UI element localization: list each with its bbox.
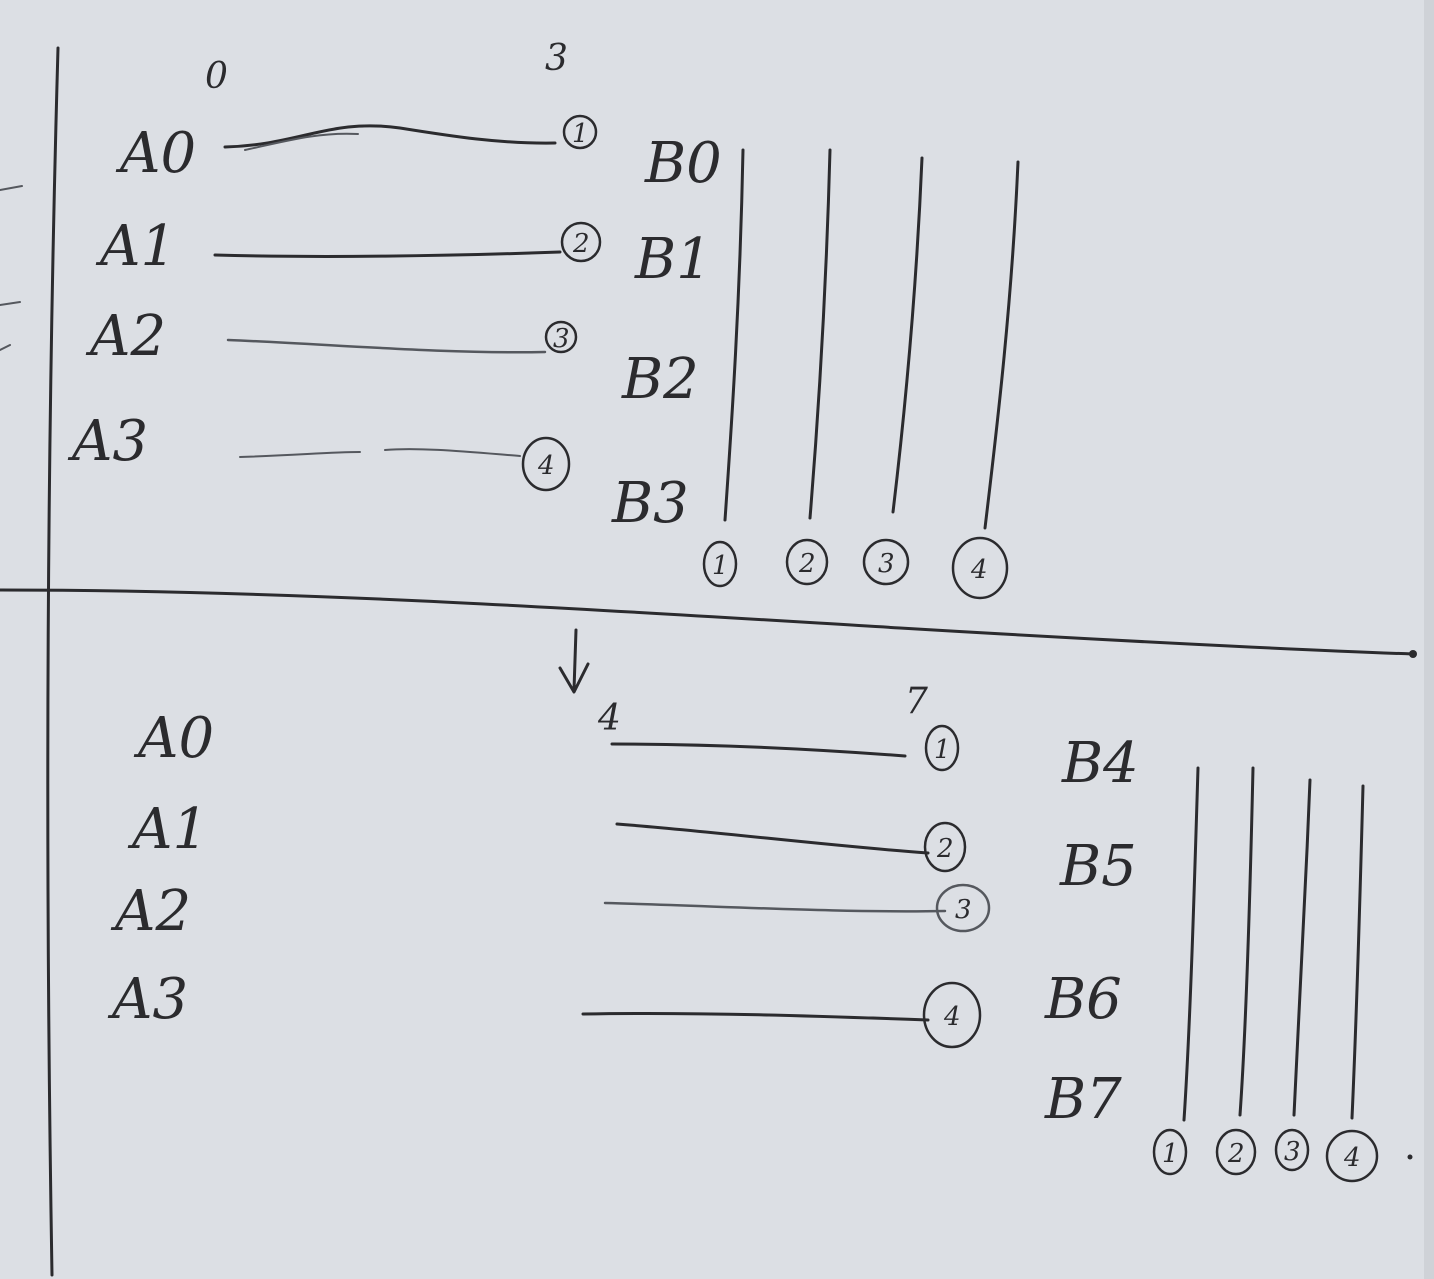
top-column-circle: 2 xyxy=(785,538,829,586)
bottom-column-line xyxy=(1350,784,1365,1120)
svg-text:4: 4 xyxy=(537,451,555,481)
top-column-circle: 1 xyxy=(702,540,738,588)
svg-text:3: 3 xyxy=(955,895,972,925)
bottom-column-circle: 1 xyxy=(1152,1128,1188,1176)
bottom-b-label: B7 xyxy=(1044,1067,1122,1132)
top-row-line xyxy=(223,124,557,149)
svg-text:2: 2 xyxy=(572,229,590,259)
edge-marks xyxy=(0,185,23,351)
bottom-a-label: A0 xyxy=(133,706,214,771)
top-row-line xyxy=(226,338,547,354)
trailing-dot xyxy=(1407,1154,1413,1160)
svg-text:4: 4 xyxy=(943,1002,961,1032)
top-column-circle: 3 xyxy=(862,538,910,586)
down-arrow xyxy=(558,628,590,694)
bottom-row-line xyxy=(581,1011,930,1022)
svg-text:4: 4 xyxy=(1343,1143,1361,1173)
svg-text:3: 3 xyxy=(553,324,570,354)
svg-text:1: 1 xyxy=(1162,1139,1179,1169)
bottom-column-circle: 4 xyxy=(1325,1129,1379,1183)
top-row-circle: 4 xyxy=(521,436,571,492)
svg-text:3: 3 xyxy=(878,549,895,579)
bottom-row-circle: 3 xyxy=(935,883,991,933)
top-b-label: B3 xyxy=(611,471,689,536)
svg-text:2: 2 xyxy=(1227,1139,1245,1169)
top-b-label: B0 xyxy=(644,131,722,196)
top-column-line xyxy=(808,148,832,520)
svg-text:4: 4 xyxy=(970,555,988,585)
bottom-row-circle: 1 xyxy=(924,724,960,772)
bottom-start-tick: 4 xyxy=(597,698,621,739)
top-a-label: A1 xyxy=(95,214,176,279)
bottom-column-circle: 3 xyxy=(1274,1128,1310,1172)
top-row-line-faint xyxy=(239,448,521,458)
top-b-label: B2 xyxy=(621,347,699,412)
top-b-label: B1 xyxy=(634,227,712,292)
svg-text:1: 1 xyxy=(712,551,729,581)
bottom-row-circle: 2 xyxy=(923,821,967,873)
bottom-row-circle: 4 xyxy=(922,981,982,1049)
top-column-circle: 4 xyxy=(951,536,1009,600)
bottom-b-label: B5 xyxy=(1059,834,1137,899)
svg-text:1: 1 xyxy=(934,735,951,765)
bottom-row-line xyxy=(610,742,907,758)
bottom-column-line xyxy=(1292,778,1312,1117)
page-edge xyxy=(1424,0,1434,1279)
bottom-b-label: B6 xyxy=(1044,967,1122,1032)
bottom-row-line xyxy=(603,901,947,913)
left-margin-line xyxy=(46,46,60,1277)
top-row-circle: 1 xyxy=(562,114,598,150)
top-row-circle: 2 xyxy=(560,221,602,263)
top-a-label: A2 xyxy=(85,304,166,369)
bottom-a-label: A3 xyxy=(107,967,188,1032)
bottom-a-label: A2 xyxy=(110,879,191,944)
top-a-label: A0 xyxy=(115,121,196,186)
svg-text:2: 2 xyxy=(798,549,816,579)
bottom-column-line xyxy=(1238,766,1255,1117)
bottom-b-label: B4 xyxy=(1061,731,1139,796)
top-column-line xyxy=(723,148,745,522)
bottom-row-line xyxy=(615,822,930,855)
bottom-column-line xyxy=(1182,766,1200,1122)
bottom-column-circle: 2 xyxy=(1215,1128,1257,1176)
svg-text:1: 1 xyxy=(572,119,589,149)
top-column-line xyxy=(891,156,924,514)
bottom-a-label: A1 xyxy=(127,797,208,862)
divider-end-dot xyxy=(1409,650,1417,658)
top-row-line xyxy=(213,250,562,258)
top-a-label: A3 xyxy=(67,409,148,474)
top-row-line-overstroke xyxy=(244,132,359,151)
section-divider-line xyxy=(0,588,1415,656)
top-start-tick: 0 xyxy=(205,56,228,97)
top-row-circle: 3 xyxy=(544,320,578,354)
bottom-end-tick: 7 xyxy=(905,681,928,722)
svg-text:2: 2 xyxy=(936,834,954,864)
top-end-tick: 3 xyxy=(545,38,568,79)
svg-text:3: 3 xyxy=(1284,1137,1301,1167)
top-column-line xyxy=(983,160,1020,530)
